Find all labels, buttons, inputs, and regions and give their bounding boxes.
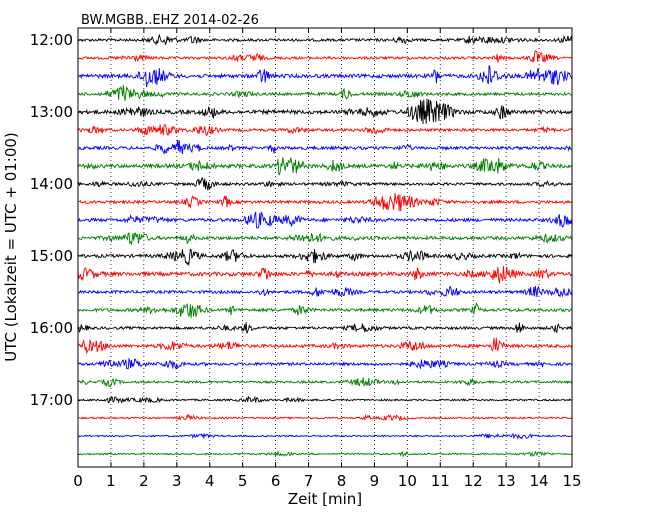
x-tick-label: 13 [497,472,516,490]
x-tick-label: 12 [464,472,483,490]
trace-1600 [77,322,573,334]
trace-1215 [77,50,573,64]
x-tick-label: 9 [370,472,380,490]
trace-1645 [77,377,573,388]
trace-1615 [77,337,573,355]
trace-1245 [77,84,573,102]
trace-1530 [77,285,573,298]
x-tick-label: 2 [139,472,149,490]
trace-1545 [77,302,573,319]
x-axis: 0 1 2 3 4 5 6 7 8 9 10 11 12 13 14 15 [73,28,582,490]
x-tick-label: 8 [337,472,347,490]
x-tick-label: 3 [172,472,182,490]
trace-1430 [77,210,573,229]
trace-1315 [77,123,573,137]
trace-1200 [77,33,573,46]
x-tick-label: 0 [73,472,83,490]
y-axis: 12:00 13:00 14:00 15:00 16:00 17:00 [30,31,572,409]
x-tick-label: 1 [106,472,116,490]
x-tick-label: 11 [431,472,450,490]
trace-1345 [77,157,573,176]
x-tick-label: 5 [238,472,248,490]
trace-1730 [77,432,572,440]
trace-1745 [77,450,573,458]
trace-1715 [77,413,573,422]
chart-title: BW.MGBB..EHZ 2014-02-26 [81,13,259,28]
trace-1630 [77,357,573,371]
trace-1445 [77,232,573,245]
trace-1230 [77,65,573,88]
plot-frame [77,27,573,468]
y-tick-label: 12:00 [30,31,73,49]
y-tick-label: 17:00 [30,391,73,409]
trace-1500 [77,248,572,267]
trace-1700 [77,395,573,404]
y-tick-label: 14:00 [30,175,73,193]
trace-group [77,33,573,458]
x-axis-title: Zeit [min] [288,490,362,508]
y-tick-label: 13:00 [30,103,73,121]
x-tick-label: 4 [205,472,215,490]
y-axis-title: UTC (Lokalzeit = UTC + 01:00) [2,132,20,362]
trace-1300 [77,98,573,125]
y-tick-label: 16:00 [30,319,73,337]
x-tick-label: 15 [562,472,581,490]
trace-1330 [77,139,573,155]
trace-1415 [77,193,573,212]
x-tick-label: 6 [271,472,281,490]
y-tick-label: 15:00 [30,247,73,265]
trace-1400 [77,176,573,191]
x-tick-label: 14 [530,472,549,490]
x-tick-label: 10 [398,472,417,490]
x-tick-label: 7 [304,472,314,490]
trace-1515 [77,265,573,284]
